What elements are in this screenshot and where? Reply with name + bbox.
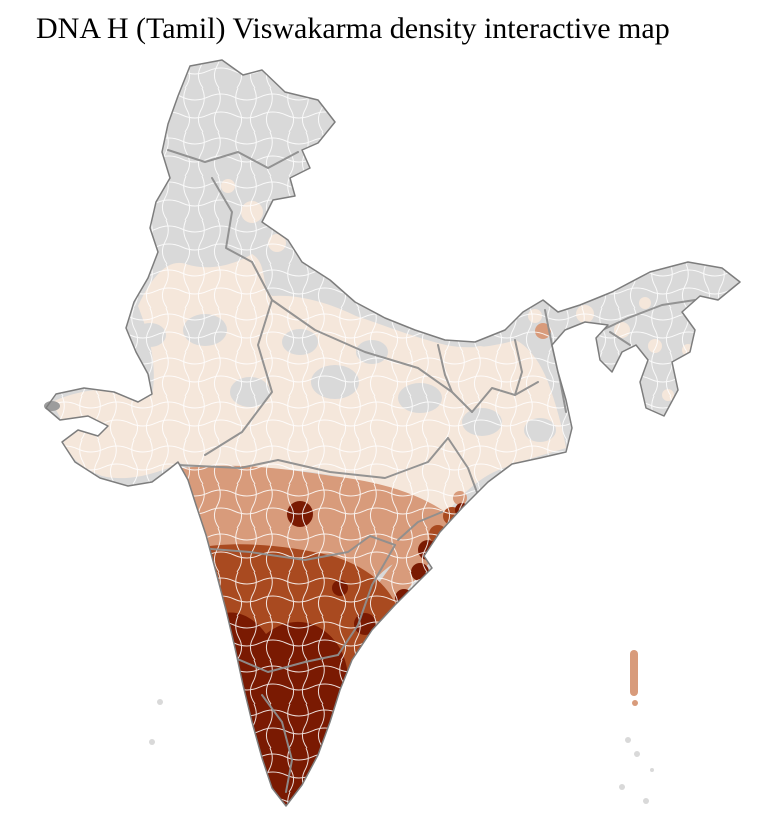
island[interactable] [632, 700, 638, 706]
island[interactable] [650, 768, 654, 772]
island[interactable] [619, 784, 625, 790]
state-borders [167, 149, 696, 793]
island[interactable] [157, 699, 163, 705]
india-outline [45, 59, 741, 807]
lakshadweep-islands[interactable] [149, 699, 163, 745]
island[interactable] [634, 751, 640, 757]
andaman-islands[interactable] [619, 650, 654, 804]
island[interactable] [625, 737, 631, 743]
island[interactable] [149, 739, 155, 745]
map-title: DNA H (Tamil) Viswakarma density interac… [36, 12, 670, 45]
island[interactable] [630, 650, 638, 696]
rann-islet [44, 401, 60, 411]
island[interactable] [643, 798, 649, 804]
district-borders-mesh [46, 60, 740, 806]
